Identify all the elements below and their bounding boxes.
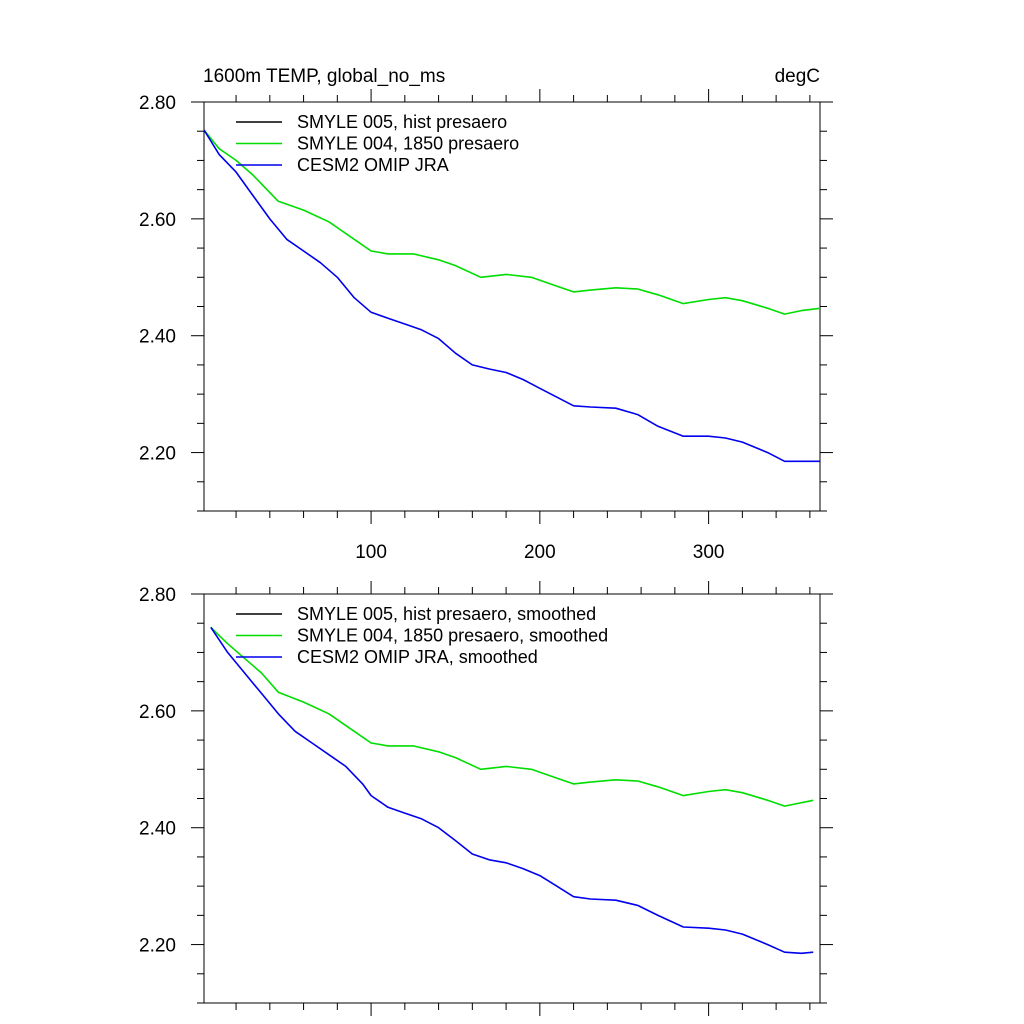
top-xtick-label: 100 bbox=[355, 542, 387, 563]
top-legend-label: SMYLE 004, 1850 presaero bbox=[297, 134, 519, 154]
top-panel: 1600m TEMP, global_no_ms degC 2.20 2.40 2.… bbox=[139, 66, 833, 563]
bottom-legend-label: SMYLE 004, 1850 presaero, smoothed bbox=[297, 626, 608, 646]
bottom-legend-label: SMYLE 005, hist presaero, smoothed bbox=[297, 604, 596, 624]
top-ytick-label: 2.60 bbox=[139, 210, 176, 231]
top-legend-label: SMYLE 005, hist presaero bbox=[297, 112, 507, 132]
top-xtick-label: 300 bbox=[693, 542, 725, 563]
top-series-line-1 bbox=[203, 129, 821, 315]
top-panel-title: 1600m TEMP, global_no_ms bbox=[203, 66, 445, 87]
bottom-ytick-label: 2.60 bbox=[139, 702, 176, 723]
bottom-ytick-label: 2.80 bbox=[139, 585, 176, 606]
bottom-series-line-2 bbox=[210, 626, 814, 955]
bottom-panel: 2.20 2.40 2.60 2.80 SMYLE 005, hist presaero… bbox=[139, 581, 833, 1016]
top-ytick-label: 2.20 bbox=[139, 444, 176, 465]
bottom-ytick-label: 2.20 bbox=[139, 936, 176, 957]
top-panel-units: degC bbox=[775, 66, 820, 87]
bottom-legend-label: CESM2 OMIP JRA, smoothed bbox=[297, 647, 538, 667]
top-xtick-label: 200 bbox=[524, 542, 556, 563]
top-legend-label: CESM2 OMIP JRA bbox=[297, 155, 449, 175]
top-ytick-label: 2.40 bbox=[139, 327, 176, 348]
bottom-series-line-1 bbox=[210, 626, 814, 807]
top-series-line-2 bbox=[203, 129, 820, 463]
bottom-ytick-label: 2.40 bbox=[139, 819, 176, 840]
top-ytick-label: 2.80 bbox=[139, 93, 176, 114]
